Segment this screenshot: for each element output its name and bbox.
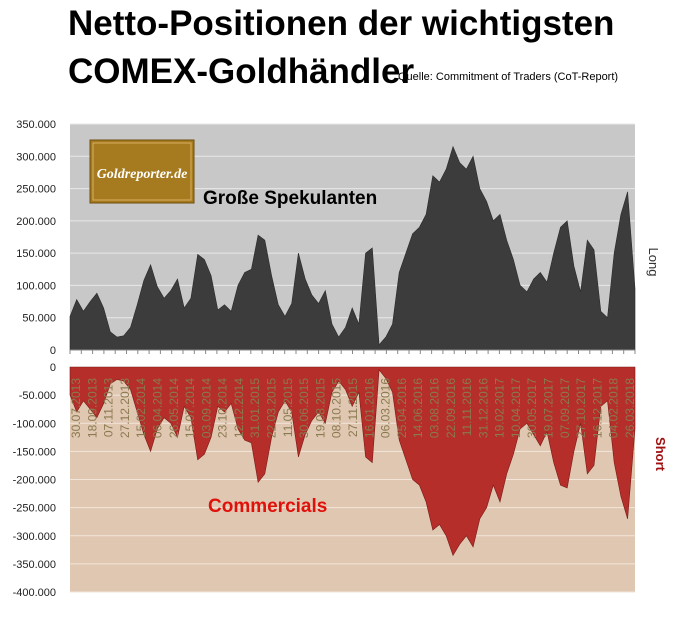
- x-tick-label: 31.12.2016: [476, 378, 490, 438]
- long-y-axis: 0 50.000 100.000 150.000 200.000 250.000 300.0…: [16, 119, 56, 357]
- x-tick-label: 27.12.2013: [118, 378, 132, 438]
- logo-badge: Goldreporter.de: [89, 139, 195, 204]
- x-tick-label: 19.07.2017: [542, 378, 556, 438]
- long-y-tick-label: 250.000: [16, 184, 56, 196]
- x-tick-label: 15.07.2014: [183, 378, 197, 438]
- logo-text: Goldreporter.de: [97, 167, 188, 182]
- x-tick-label: 04.02.2018: [607, 378, 621, 438]
- x-tick-label: 26.03.2018: [623, 378, 637, 438]
- x-tick-label: 03.08.2016: [428, 378, 442, 438]
- x-tick-label: 23.10.2014: [216, 378, 230, 438]
- long-y-tick-label: 0: [50, 345, 56, 357]
- x-tick-label: 19.08.2015: [313, 378, 327, 438]
- long-y-tick-label: 300.000: [16, 151, 56, 163]
- x-tick-label: 12.12.2014: [232, 378, 246, 438]
- x-tick-label: 14.06.2016: [411, 378, 425, 438]
- long-y-tick-label: 100.000: [16, 280, 56, 292]
- long-y-tick-label: 50.000: [22, 313, 56, 325]
- long-y-tick-label: 350.000: [16, 119, 56, 131]
- x-tick-label: 31.01.2015: [248, 378, 262, 438]
- short-y-tick-label: -300.000: [13, 531, 56, 543]
- x-tick-label: 10.04.2017: [509, 378, 523, 438]
- x-tick-label: 30.05.2017: [525, 378, 539, 438]
- x-tick-label: 30.06.2015: [297, 378, 311, 438]
- x-tick-label: 03.09.2014: [199, 378, 213, 438]
- commercials-series-label: Commercials: [208, 496, 327, 517]
- short-y-tick-label: -350.000: [13, 559, 56, 571]
- x-tick-label: 07.11.2013: [102, 378, 116, 437]
- x-tick-label: 08.10.2015: [330, 378, 344, 438]
- x-tick-label: 27.10.2017: [574, 378, 588, 438]
- chart-title-line-1: Netto-Positionen der wichtigsten: [68, 4, 615, 43]
- x-tick-label: 25.04.2016: [395, 378, 409, 438]
- x-tick-label: 06.04.2014: [151, 378, 165, 438]
- x-tick-label: 07.09.2017: [558, 378, 572, 438]
- long-y-tick-label: 200.000: [16, 216, 56, 228]
- x-tick-label: 06.03.2016: [379, 378, 393, 438]
- x-tick-label: 26.05.2014: [167, 378, 181, 438]
- x-tick-label: 30.07.2013: [69, 378, 83, 438]
- x-tick-label: 27.11.2015: [346, 378, 360, 437]
- x-tick-label: 11.11.2016: [460, 378, 474, 437]
- x-tick-label: 19.02.2017: [493, 378, 507, 438]
- x-tick-label: 22.09.2016: [444, 378, 458, 438]
- x-tick-label: 22.03.2015: [265, 378, 279, 438]
- long-y-tick-label: 150.000: [16, 248, 56, 260]
- long-side-label: Long: [646, 248, 661, 277]
- x-tick-label: 16.01.2016: [362, 378, 376, 438]
- x-axis-tick-labels: 30.07.2013 18.09.2013 07.11.2013 27.12.2013…: [69, 378, 637, 438]
- short-side-label: Short: [653, 437, 668, 472]
- short-series-area: [69, 366, 636, 557]
- long-series-area: [69, 145, 636, 351]
- x-tick-label: 16.12.2017: [590, 378, 604, 438]
- short-y-tick-label: -250.000: [13, 503, 56, 515]
- long-series-label: Große Spekulanten: [203, 188, 377, 209]
- x-tick-label: 18.09.2013: [85, 378, 99, 438]
- short-y-tick-label: -100.000: [13, 418, 56, 430]
- short-y-tick-label: 0: [50, 362, 56, 374]
- short-y-tick-label: -400.000: [13, 587, 56, 599]
- x-tick-label: 15.02.2014: [134, 378, 148, 438]
- chart-title-line-2: COMEX-Goldhändler: [68, 52, 415, 91]
- x-tick-label: 11.05.2015: [281, 378, 295, 437]
- short-y-axis: 0 -50.000 -100.000 -150.000 -200.000 -250.000…: [13, 362, 56, 599]
- x-axis-ticks: [69, 349, 636, 354]
- source-note: Quelle: Commitment of Traders (CoT-Repor…: [398, 71, 619, 83]
- short-y-tick-label: -50.000: [19, 390, 56, 402]
- short-y-tick-label: -150.000: [13, 446, 56, 458]
- short-y-tick-label: -200.000: [13, 475, 56, 487]
